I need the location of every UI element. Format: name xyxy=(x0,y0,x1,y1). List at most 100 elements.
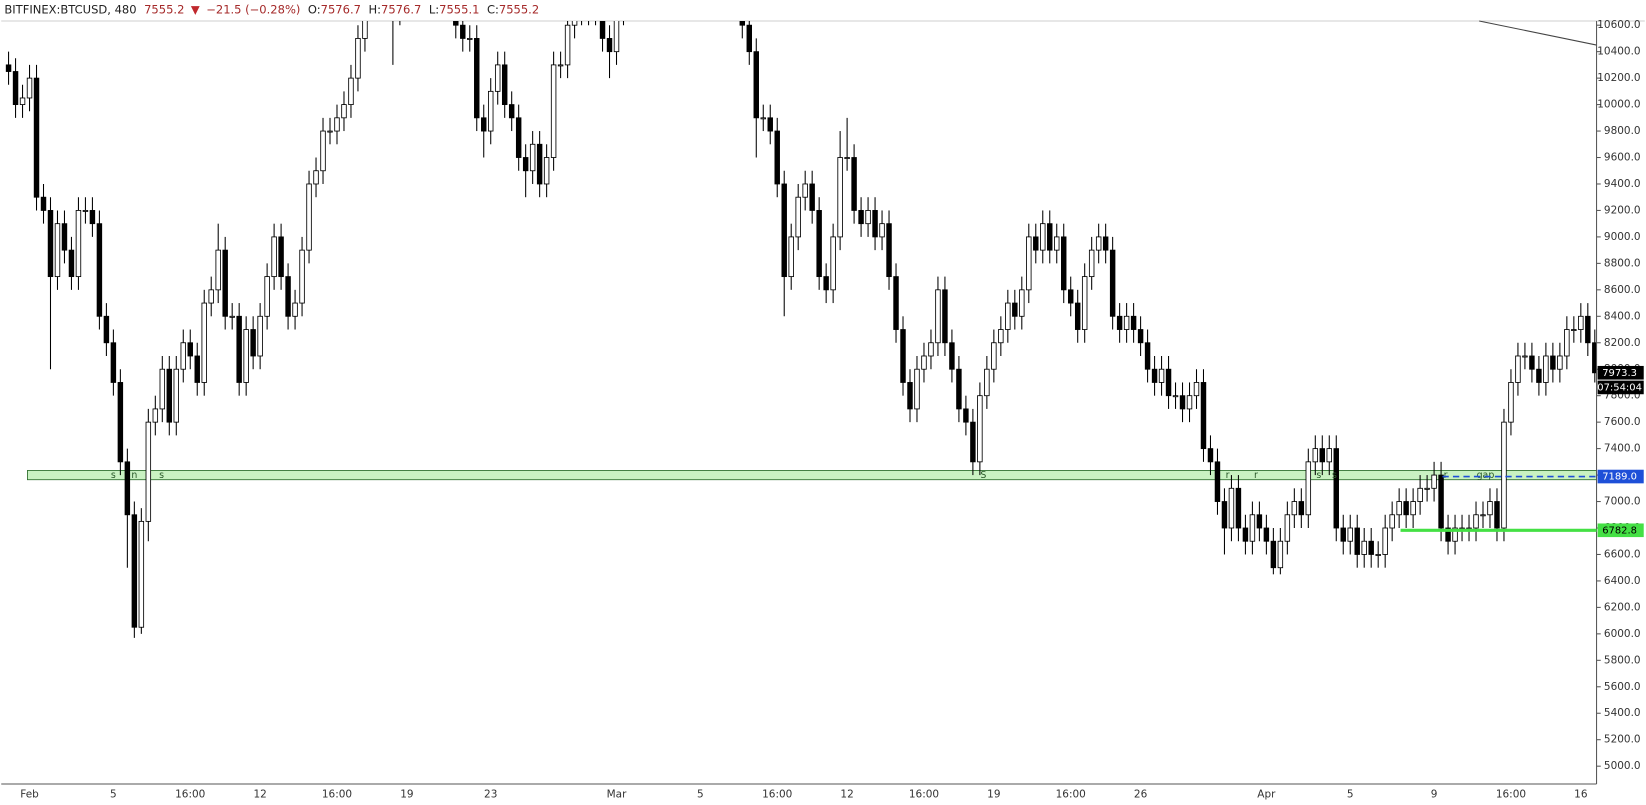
zone-label: r xyxy=(1254,470,1258,481)
candle-body xyxy=(844,157,850,159)
y-tick-label: 5800.0 xyxy=(1604,654,1641,666)
y-tick-label: 10400.0 xyxy=(1597,46,1640,58)
candle-body xyxy=(515,117,522,158)
y-tick-label: 5200.0 xyxy=(1604,734,1641,746)
candle-body xyxy=(1005,302,1011,330)
x-tick-label: Feb xyxy=(20,789,39,801)
candle-body xyxy=(467,38,473,40)
candle-body xyxy=(1102,236,1109,251)
candle-body xyxy=(865,210,871,225)
zone-label: r xyxy=(1444,470,1448,481)
candle-body xyxy=(40,196,47,211)
open-value: 7576.7 xyxy=(321,2,361,16)
candle-body xyxy=(278,236,284,278)
candle-body xyxy=(222,249,228,317)
zone-label: s xyxy=(111,470,116,481)
candle-body xyxy=(1200,382,1207,450)
candle-body xyxy=(1347,527,1353,542)
candle-body xyxy=(788,236,794,278)
candle-body xyxy=(362,20,368,39)
candle-body xyxy=(1235,487,1242,529)
candle-body xyxy=(348,77,354,106)
candle-body xyxy=(1054,236,1060,251)
candle-body xyxy=(886,223,892,278)
candle-body xyxy=(900,329,906,383)
y-tick-label: 9600.0 xyxy=(1604,152,1641,164)
candle-body xyxy=(243,329,249,383)
zone-label: n xyxy=(131,470,137,481)
x-tick-label: 12 xyxy=(253,789,266,801)
candle-body xyxy=(1410,501,1416,516)
y-tick-label: 8800.0 xyxy=(1604,257,1641,269)
candle-body xyxy=(1592,342,1597,374)
x-tick-label: 16:00 xyxy=(909,789,939,801)
candle-body xyxy=(1130,315,1137,330)
candle-body xyxy=(949,342,955,370)
candle-body xyxy=(1487,501,1493,516)
candle-body xyxy=(341,104,347,119)
candle-body xyxy=(292,302,298,317)
candle-body xyxy=(928,342,934,357)
candle-body xyxy=(851,157,857,211)
candle-body xyxy=(334,117,340,132)
level-tag-bg xyxy=(1597,469,1644,484)
candle-body xyxy=(33,77,40,198)
candle-body xyxy=(746,24,753,53)
candle-body xyxy=(1067,289,1074,304)
candle-body xyxy=(1389,514,1395,529)
low-value: 7555.1 xyxy=(439,2,479,16)
candle-body xyxy=(774,130,780,185)
candle-body xyxy=(1375,554,1381,556)
close-value: 7555.2 xyxy=(499,2,539,16)
candle-body xyxy=(795,196,801,238)
candle-body xyxy=(1088,249,1095,278)
candle-body xyxy=(1424,487,1430,490)
candle-body xyxy=(998,329,1004,344)
candle-body xyxy=(767,117,773,132)
candle-body xyxy=(1396,501,1402,516)
candle-body xyxy=(1081,276,1088,330)
y-tick-label: 8400.0 xyxy=(1604,310,1641,322)
candle-body xyxy=(1144,342,1151,370)
y-tick-label: 9400.0 xyxy=(1604,178,1641,190)
candle-body xyxy=(474,38,480,119)
last-price-tag-bg xyxy=(1597,365,1644,380)
level-tag: 6782.8 xyxy=(1602,525,1637,536)
y-tick-label: 8200.0 xyxy=(1604,337,1641,349)
candle-body xyxy=(830,236,836,291)
candle-body xyxy=(236,315,242,383)
candle-body xyxy=(215,249,221,291)
y-tick-label: 10200.0 xyxy=(1597,72,1640,84)
candle-body xyxy=(536,143,543,185)
candle-body xyxy=(935,289,941,344)
candle-body xyxy=(1019,289,1025,317)
candle-body xyxy=(1494,501,1500,529)
symbol: BITFINEX:BTCUSD, 480 xyxy=(4,2,136,16)
candle-body xyxy=(1578,315,1584,330)
y-tick-label: 7000.0 xyxy=(1604,496,1641,508)
last-price-tag: 7973.3 xyxy=(1602,368,1637,379)
candle-body xyxy=(453,20,459,26)
x-tick-label: 9 xyxy=(1431,789,1438,801)
candle-body xyxy=(110,342,117,383)
candle-body xyxy=(1354,527,1360,555)
candle-body xyxy=(781,183,787,278)
candle-body xyxy=(550,64,557,158)
candle-body xyxy=(12,71,19,106)
candle-body xyxy=(208,289,214,304)
candle-body xyxy=(1550,355,1556,370)
candle-body xyxy=(823,276,829,291)
candle-body xyxy=(564,24,571,66)
candle-body xyxy=(508,104,515,119)
candle-body xyxy=(460,24,466,39)
candle-body xyxy=(1116,315,1123,330)
candle-body xyxy=(320,130,326,172)
level-tag: 7189.0 xyxy=(1602,472,1637,483)
candle-body xyxy=(1284,514,1291,542)
candle-body xyxy=(152,408,159,423)
candle-body xyxy=(271,236,277,278)
candle-body xyxy=(257,315,263,357)
candle-body xyxy=(1431,474,1437,489)
x-tick-label: 5 xyxy=(110,789,117,801)
candle-body xyxy=(96,223,103,317)
